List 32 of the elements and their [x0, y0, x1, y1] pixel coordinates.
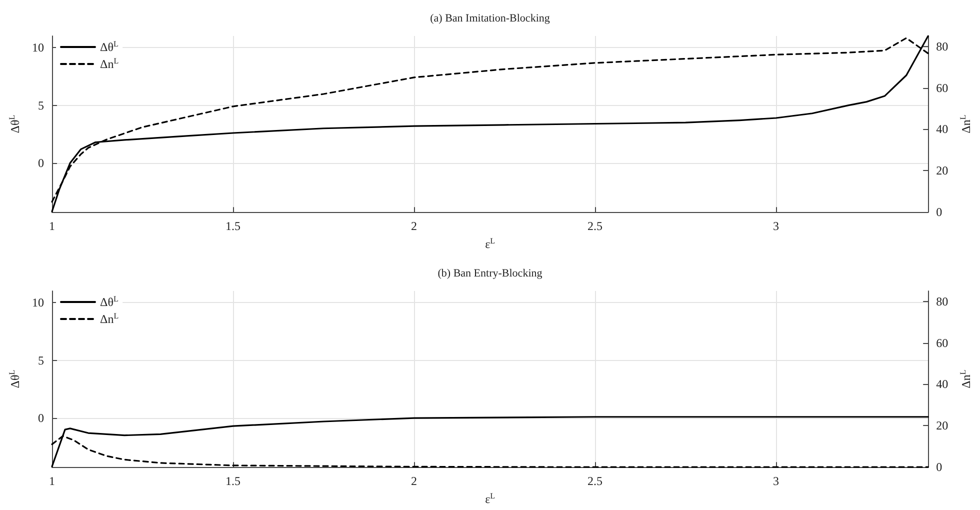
y2-tick-label: 40 — [936, 122, 948, 136]
y2-tick-label: 20 — [936, 164, 948, 178]
x-tick-label: 3 — [773, 474, 780, 488]
x-tick-label: 3 — [773, 219, 780, 234]
y-tick-label: 10 — [32, 40, 44, 55]
y2-tick-label: 80 — [936, 39, 948, 54]
y-axis-title: ΔθL — [8, 114, 22, 134]
y2-tick-label: 20 — [936, 418, 948, 433]
x-tick-label: 1.5 — [226, 474, 241, 488]
chart-title: (b) Ban Entry-Blocking — [438, 268, 543, 280]
y-tick-label: 5 — [38, 98, 44, 112]
y-tick-label: 0 — [38, 411, 44, 426]
y2-tick-label: 0 — [936, 460, 942, 474]
x-tick-label: 1.5 — [226, 219, 241, 234]
y-axis-title: ΔθL — [8, 370, 22, 388]
x-tick-label: 1 — [49, 474, 55, 488]
chart-title: (a) Ban Imitation-Blocking — [430, 12, 550, 24]
x-tick-label: 2.5 — [588, 474, 603, 488]
y2-tick-label: 40 — [936, 377, 948, 392]
y2-tick-label: 0 — [936, 205, 942, 220]
x-tick-label: 2 — [411, 219, 418, 234]
x-tick-label: 1 — [49, 219, 55, 234]
x-tick-label: 2 — [411, 474, 418, 488]
y-tick-label: 0 — [38, 156, 44, 170]
y2-axis-title: ΔnL — [958, 370, 973, 388]
y2-tick-label: 80 — [936, 294, 948, 308]
y2-axis-title: ΔnL — [958, 114, 973, 134]
y2-tick-label: 60 — [936, 80, 948, 95]
y2-tick-label: 60 — [936, 336, 948, 350]
y-tick-label: 5 — [38, 353, 44, 368]
x-tick-label: 2.5 — [588, 219, 603, 234]
y-tick-label: 10 — [32, 296, 44, 310]
